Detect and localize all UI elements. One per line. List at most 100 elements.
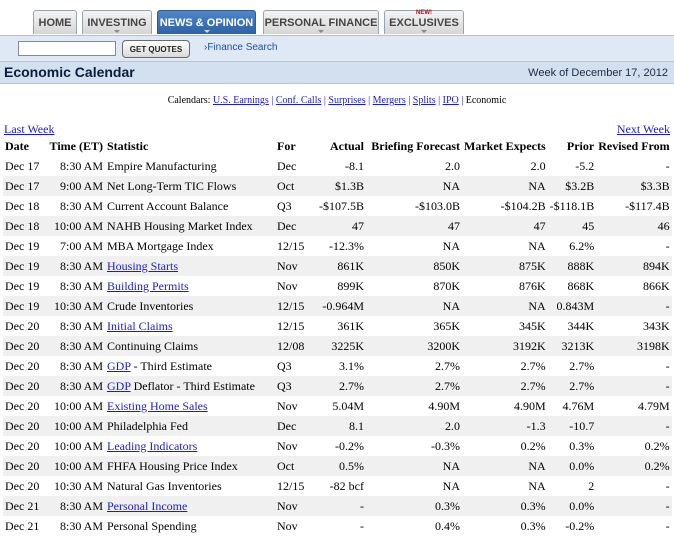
statistic-link[interactable]: Initial Claims — [107, 318, 173, 333]
table-row: Dec 20 10:00 AM Leading Indicators Nov -0.2%… — [3, 436, 672, 456]
statistic-link[interactable]: Building Permits — [107, 278, 189, 293]
cell-expects: 47 — [462, 216, 548, 236]
statistic-link[interactable]: GDP — [107, 378, 131, 393]
cell-revised: 0.2% — [596, 456, 672, 476]
calendar-link-splits[interactable]: Splits — [412, 95, 436, 106]
cell-time: 8:30 AM — [43, 316, 105, 336]
cell-expects: 2.7% — [462, 376, 548, 396]
cell-time: 8:30 AM — [43, 376, 105, 396]
cell-time: 8:30 AM — [43, 516, 105, 536]
cell-statistic: GDP - Third Estimate — [105, 356, 275, 376]
table-row: Dec 19 8:30 AM Housing Starts Nov 861K 850K 87… — [3, 256, 672, 276]
next-week-link[interactable]: Next Week — [616, 122, 670, 136]
cell-date: Dec 20 — [3, 376, 43, 396]
table-row: Dec 21 8:30 AM Personal Spending Nov -0.4% 0.… — [3, 516, 672, 536]
cell-statistic: Empire Manufacturing — [105, 156, 275, 176]
finance-search-label: Finance Search — [207, 42, 278, 53]
cell-expects: 2.7% — [462, 356, 548, 376]
cell-revised: - — [596, 296, 672, 316]
finance-search-link[interactable]: ›Finance Search — [204, 42, 277, 53]
col-header-expects: Market Expects — [464, 139, 546, 153]
statistic-link[interactable]: Existing Home Sales — [107, 398, 208, 413]
calendar-current: Economic — [465, 95, 507, 106]
cell-for: Oct — [275, 176, 317, 196]
cell-actual: -12.3% — [317, 236, 366, 256]
cell-expects: 0.3% — [462, 516, 548, 536]
cell-prior: 888K — [547, 256, 597, 276]
cell-forecast: -0.3% — [366, 436, 462, 456]
cell-actual: 8.1 — [317, 416, 366, 436]
cell-forecast: 0.3% — [366, 496, 462, 516]
cell-actual: 361K — [317, 316, 366, 336]
tab-home[interactable]: HOME — [33, 10, 77, 34]
table-row: Dec 20 10:30 AM Natural Gas Inventories 12/… — [3, 476, 672, 496]
cell-expects: -$104.2B — [462, 196, 548, 216]
tab-label: EXCLUSIVES — [389, 16, 459, 29]
cell-for: Dec — [275, 156, 317, 176]
cell-revised: 4.79M — [596, 396, 672, 416]
tab-label: INVESTING — [87, 16, 147, 29]
cell-statistic: Building Permits — [105, 276, 275, 296]
cell-date: Dec 18 — [3, 216, 43, 236]
table-row: Dec 20 8:30 AM GDP Deflator - Third Estima… — [3, 376, 672, 396]
cell-revised: - — [596, 376, 672, 396]
calendar-link-ipo[interactable]: IPO — [442, 95, 459, 106]
cell-prior: 0.843M — [547, 296, 597, 316]
cell-revised: -$117.4B — [596, 196, 672, 216]
new-badge: NEW! — [416, 10, 432, 16]
get-quotes-button[interactable]: GET QUOTES — [122, 40, 190, 58]
cell-actual: -0.2% — [317, 436, 366, 456]
tab-personal-finance[interactable]: PERSONAL FINANCE — [263, 10, 379, 34]
page-title: Economic Calendar — [4, 64, 135, 80]
cell-prior: 868K — [547, 276, 597, 296]
statistic-link[interactable]: Housing Starts — [107, 258, 179, 273]
cell-expects: 4.90M — [462, 396, 548, 416]
cell-statistic: Continuing Claims — [105, 336, 275, 356]
cell-revised: 343K — [596, 316, 672, 336]
tab-news-opinion[interactable]: NEWS & OPINION — [157, 10, 256, 34]
cell-prior: 0.3% — [547, 436, 597, 456]
search-input[interactable] — [18, 41, 116, 56]
calendar-link-mergers[interactable]: Mergers — [372, 95, 406, 106]
calendar-link-conf-calls[interactable]: Conf. Calls — [275, 95, 322, 106]
cell-for: Dec — [275, 216, 317, 236]
cell-statistic: FHFA Housing Price Index — [105, 456, 275, 476]
cell-forecast: 2.7% — [366, 356, 462, 376]
tab-investing[interactable]: INVESTING — [82, 10, 152, 34]
cell-revised: - — [596, 476, 672, 496]
cell-forecast: 3200K — [366, 336, 462, 356]
cell-actual: 861K — [317, 256, 366, 276]
cell-prior: 4.76M — [547, 396, 597, 416]
statistic-label: Empire Manufacturing — [107, 158, 217, 173]
cell-expects: 875K — [462, 256, 548, 276]
tab-exclusives[interactable]: NEW! EXCLUSIVES — [384, 10, 464, 34]
cell-forecast: -$103.0B — [366, 196, 462, 216]
cell-prior: -$118.1B — [547, 196, 597, 216]
cell-expects: -1.3 — [462, 416, 548, 436]
cell-for: Nov — [275, 396, 317, 416]
cell-forecast: NA — [366, 296, 462, 316]
cell-actual: 3.1% — [317, 356, 366, 376]
cell-prior: -0.2% — [547, 516, 597, 536]
cell-statistic: Current Account Balance — [105, 196, 275, 216]
cell-for: Dec — [275, 416, 317, 436]
chevron-down-icon — [318, 30, 324, 33]
last-week-link[interactable]: Last Week — [4, 122, 55, 136]
statistic-link[interactable]: Leading Indicators — [107, 438, 198, 453]
cell-for: Q3 — [275, 376, 317, 396]
calendar-link-surprises[interactable]: Surprises — [328, 95, 366, 106]
statistic-link[interactable]: Personal Income — [107, 498, 188, 513]
cell-date: Dec 20 — [3, 456, 43, 476]
cell-expects: 876K — [462, 276, 548, 296]
cell-time: 8:30 AM — [43, 256, 105, 276]
cell-revised: - — [596, 156, 672, 176]
cell-date: Dec 19 — [3, 256, 43, 276]
col-header-statistic: Statistic — [107, 139, 149, 153]
calendar-link-us-earnings[interactable]: U.S. Earnings — [212, 95, 269, 106]
chevron-down-icon — [114, 30, 120, 33]
table-row: Dec 17 9:00 AM Net Long-Term TIC Flows Oct $… — [3, 176, 672, 196]
statistic-link[interactable]: GDP — [107, 358, 131, 373]
cell-actual: 5.04M — [317, 396, 366, 416]
cell-actual: 899K — [317, 276, 366, 296]
table-row: Dec 20 10:00 AM Philadelphia Fed Dec 8.1 2.0-… — [3, 416, 672, 436]
